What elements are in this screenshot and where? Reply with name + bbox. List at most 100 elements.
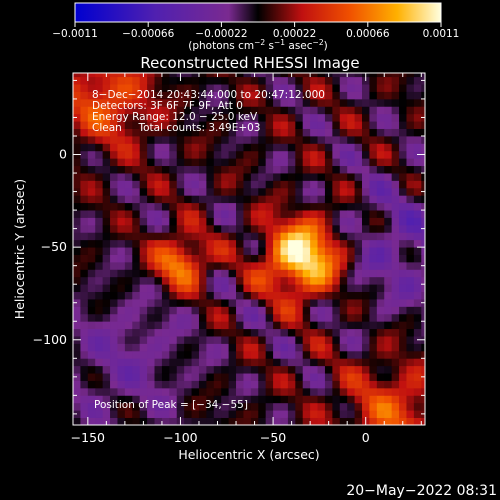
heatmap-cell bbox=[139, 210, 148, 218]
heatmap-cell bbox=[213, 321, 222, 330]
heatmap-cell bbox=[413, 343, 422, 352]
heatmap-cell bbox=[413, 165, 422, 174]
heatmap-cell bbox=[236, 417, 244, 425]
heatmap-cell bbox=[376, 350, 385, 359]
heatmap-cell bbox=[273, 358, 281, 367]
heatmap-cell bbox=[347, 261, 355, 270]
heatmap-cell bbox=[124, 291, 133, 300]
heatmap-cell bbox=[161, 217, 170, 226]
heatmap-cell bbox=[110, 180, 118, 189]
heatmap-cell bbox=[80, 128, 89, 137]
heatmap-cell bbox=[102, 358, 111, 367]
heatmap-cell bbox=[243, 217, 252, 226]
heatmap-cell bbox=[132, 417, 141, 425]
heatmap-cell bbox=[317, 395, 326, 404]
heatmap-cell bbox=[413, 224, 422, 233]
heatmap-cell bbox=[273, 195, 281, 204]
heatmap-cell bbox=[132, 402, 141, 411]
heatmap-cell bbox=[213, 239, 222, 248]
heatmap-cell bbox=[191, 276, 200, 285]
heatmap-cell bbox=[362, 239, 370, 248]
heatmap-cell bbox=[317, 143, 326, 152]
heatmap-cell bbox=[87, 336, 96, 344]
heatmap-cell bbox=[250, 128, 259, 137]
heatmap-cell bbox=[399, 173, 407, 181]
heatmap-cell bbox=[243, 269, 252, 278]
heatmap-cell bbox=[176, 239, 185, 248]
heatmap-cell bbox=[124, 150, 133, 159]
heatmap-cell bbox=[161, 180, 170, 189]
heatmap-cell bbox=[250, 210, 259, 218]
heatmap-cell bbox=[124, 165, 133, 174]
heatmap-cell bbox=[302, 336, 311, 344]
heatmap-cell bbox=[339, 113, 348, 122]
heatmap-cell bbox=[310, 98, 318, 107]
heatmap-cell bbox=[198, 224, 207, 233]
heatmap-cell bbox=[236, 84, 244, 92]
heatmap-cell bbox=[332, 350, 341, 359]
heatmap-cell bbox=[206, 195, 215, 204]
heatmap-cell bbox=[117, 247, 126, 255]
heatmap-cell bbox=[95, 410, 104, 418]
heatmap-cell bbox=[110, 261, 118, 270]
heatmap-cell bbox=[310, 358, 318, 367]
heatmap-cell bbox=[176, 150, 185, 159]
heatmap-cell bbox=[80, 143, 89, 152]
x-axis-label: Heliocentric X (arcsec) bbox=[178, 447, 319, 462]
heatmap-cell bbox=[213, 180, 222, 189]
heatmap-cell bbox=[191, 128, 200, 137]
heatmap-cell bbox=[273, 158, 281, 167]
heatmap-cell bbox=[265, 365, 274, 374]
heatmap-cell bbox=[161, 269, 170, 278]
heatmap-cell bbox=[73, 84, 81, 92]
heatmap-cell bbox=[110, 128, 118, 137]
heatmap-cell bbox=[399, 291, 407, 300]
heatmap-cell bbox=[191, 343, 200, 352]
heatmap-cell bbox=[139, 165, 148, 174]
heatmap-cell bbox=[406, 165, 415, 174]
heatmap-cell bbox=[124, 106, 133, 115]
heatmap-cell bbox=[384, 135, 393, 144]
heatmap-cell bbox=[406, 269, 415, 278]
heatmap-cell bbox=[206, 150, 215, 159]
heatmap-cell bbox=[132, 343, 141, 352]
heatmap-cell bbox=[110, 276, 118, 285]
heatmap-cell bbox=[213, 232, 222, 241]
heatmap-cell bbox=[376, 299, 385, 307]
heatmap-cell bbox=[73, 128, 81, 137]
heatmap-cell bbox=[302, 261, 311, 270]
heatmap-cell bbox=[324, 187, 333, 196]
heatmap-cell bbox=[391, 321, 400, 330]
heatmap-cell bbox=[124, 276, 133, 285]
heatmap-cell bbox=[250, 380, 259, 389]
heatmap-cell bbox=[280, 365, 289, 374]
heatmap-cell bbox=[317, 84, 326, 92]
heatmap-cell bbox=[354, 358, 363, 367]
heatmap-cell bbox=[339, 73, 348, 78]
y-tick-label: −50 bbox=[41, 239, 67, 254]
heatmap-cell bbox=[258, 350, 267, 359]
heatmap-cell bbox=[191, 365, 200, 374]
heatmap-cell bbox=[110, 306, 118, 315]
heatmap-cell bbox=[221, 299, 230, 307]
heatmap-cell bbox=[110, 299, 118, 307]
heatmap-cell bbox=[384, 150, 393, 159]
heatmap-cell bbox=[213, 76, 222, 85]
heatmap-cell bbox=[191, 336, 200, 344]
heatmap-cell bbox=[169, 158, 178, 167]
heatmap-cell bbox=[310, 232, 318, 241]
heatmap-cell bbox=[169, 261, 178, 270]
heatmap-cell bbox=[250, 98, 259, 107]
heatmap-cell bbox=[132, 350, 141, 359]
heatmap-cell bbox=[421, 73, 425, 78]
heatmap-cell bbox=[324, 321, 333, 330]
heatmap-cell bbox=[310, 380, 318, 389]
heatmap-cell bbox=[198, 321, 207, 330]
heatmap-cell bbox=[302, 73, 311, 78]
heatmap-cell bbox=[147, 195, 155, 204]
heatmap-cell bbox=[413, 291, 422, 300]
heatmap-cell bbox=[295, 336, 304, 344]
heatmap-cell bbox=[280, 210, 289, 218]
heatmap-cell bbox=[184, 143, 192, 152]
heatmap-cell bbox=[243, 247, 252, 255]
